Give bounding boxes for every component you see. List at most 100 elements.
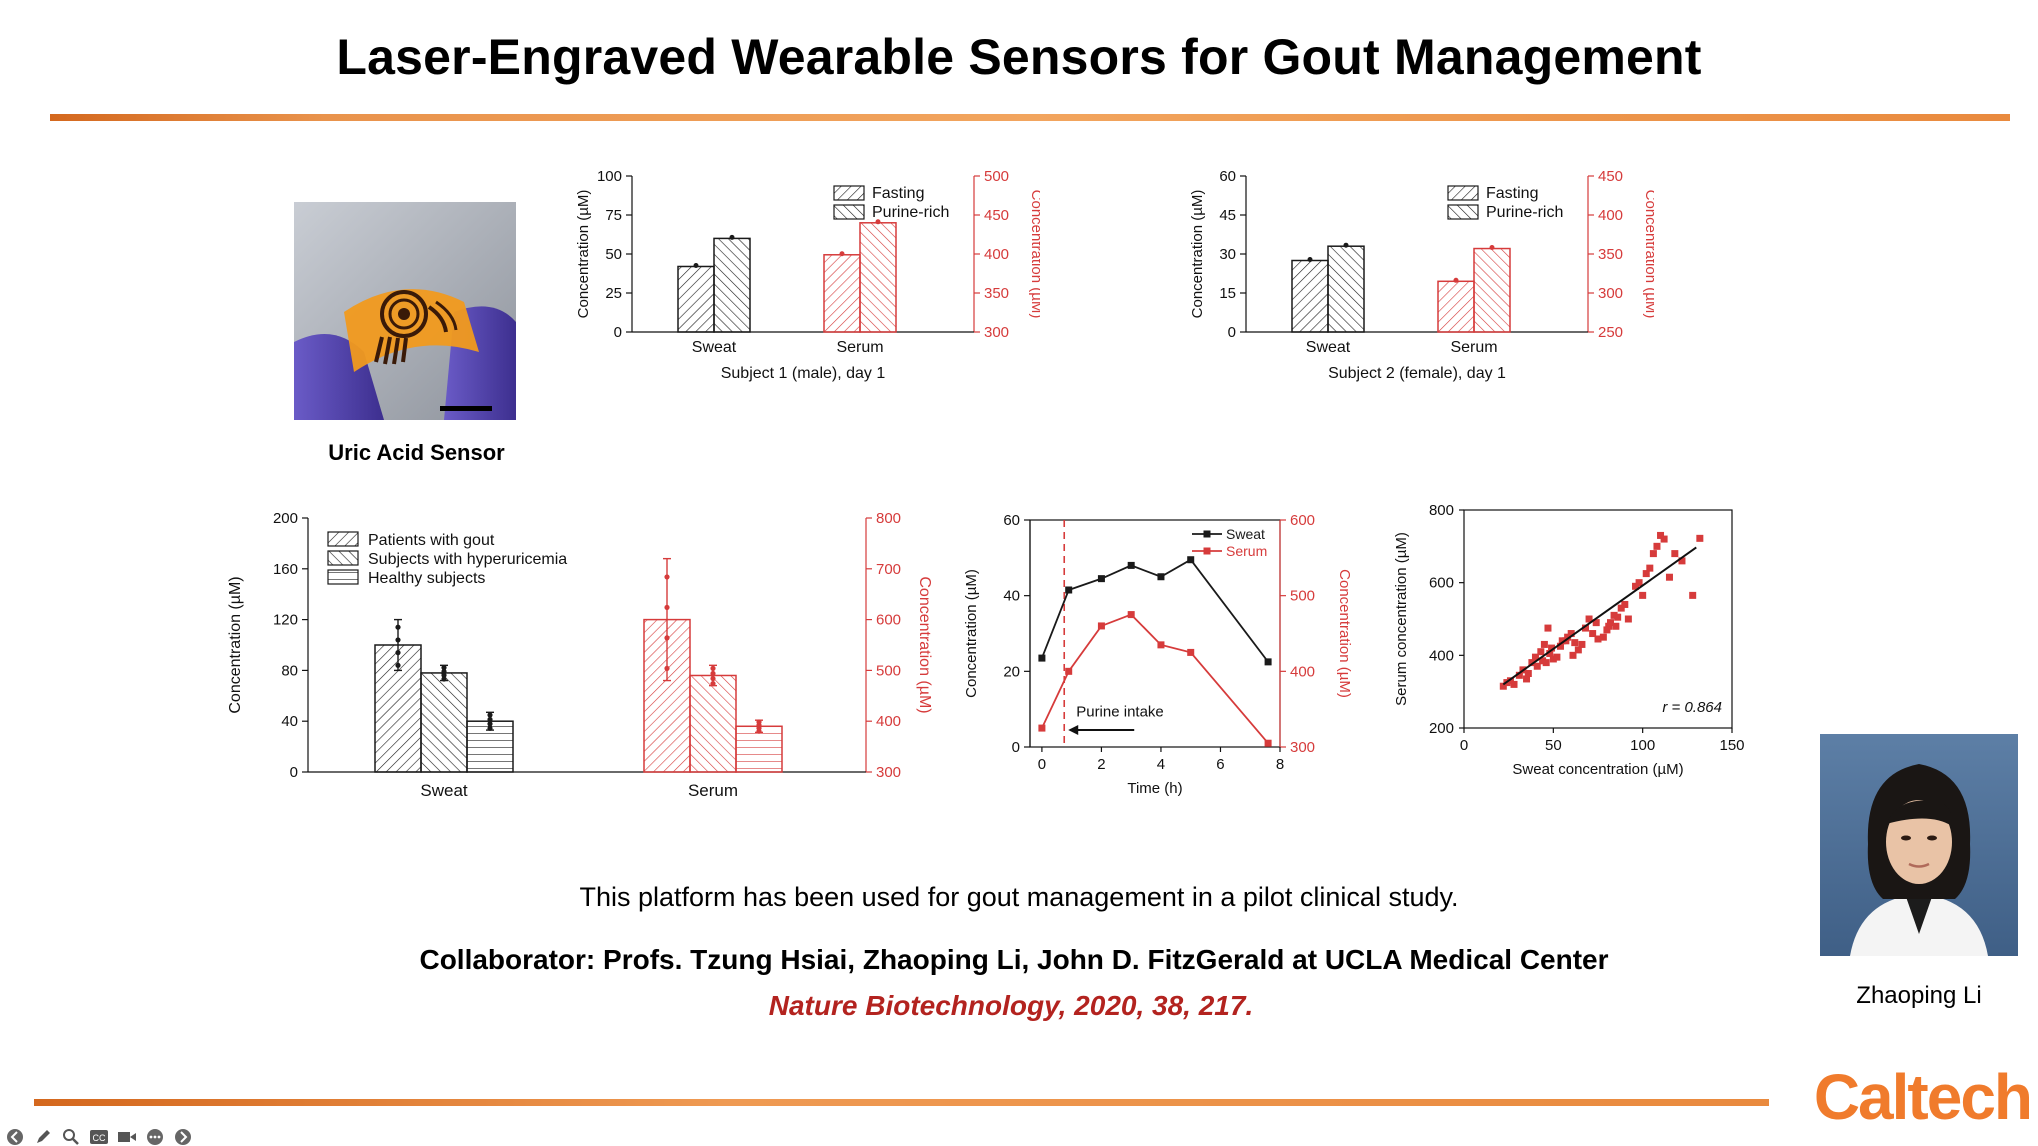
bar-purine-rich-sweat xyxy=(1327,245,1365,333)
scatter-point xyxy=(1632,582,1640,590)
scatter-point xyxy=(1696,534,1704,542)
y-axis-right-label: Concentration (µM) xyxy=(1028,190,1040,319)
scatter-point xyxy=(1610,611,1618,619)
chart-subject-2-svg: 0 15 30 45 60 250 300 350 400 450 Concentration (µ… xyxy=(1189,168,1654,382)
x-axis-label: Subject 2 (female), day 1 xyxy=(1328,365,1506,382)
series-point xyxy=(1065,586,1073,594)
scatter-point xyxy=(1569,651,1577,659)
x-tick-label: 150 xyxy=(1719,737,1744,754)
left-y-tick-label: 45 xyxy=(1219,207,1236,224)
legend-label: Purine-rich xyxy=(1486,204,1563,221)
right-y-tick-label: 450 xyxy=(1598,168,1623,185)
series-point xyxy=(1187,556,1195,564)
data-point xyxy=(664,635,670,641)
data-point xyxy=(441,668,447,675)
scatter-point xyxy=(1499,682,1507,690)
data-point xyxy=(487,712,493,718)
left-y-tick-label: 120 xyxy=(273,612,298,629)
series-point xyxy=(1127,561,1135,569)
chart-patient-groups: 0 40 80 120 160 200 300 400 500 600 700 800 Concentr… xyxy=(220,502,940,822)
chart-time-course: 0 20 40 60 300 400 500 600 0 2 4 6 8 Time (h) Concentr… xyxy=(950,502,1370,822)
series-line-sweat xyxy=(1041,558,1269,663)
annotation-label: Purine intake xyxy=(1076,704,1164,721)
left-y-tick-label: 0 xyxy=(1012,739,1020,756)
bar-fasting-sweat xyxy=(677,265,715,333)
legend-swatch xyxy=(1447,204,1479,220)
left-y-tick-label: 0 xyxy=(290,764,298,781)
right-y-tick-label: 800 xyxy=(876,510,901,527)
y-axis-label: Concentration (µM) xyxy=(1189,190,1206,319)
scatter-point xyxy=(1592,619,1600,627)
fit-line xyxy=(1502,546,1697,686)
right-y-tick-label: 500 xyxy=(1290,588,1315,605)
scatter-point xyxy=(1578,640,1586,648)
forward-arrow-icon[interactable] xyxy=(172,1128,194,1146)
right-y-tick-label: 400 xyxy=(1598,207,1623,224)
magnifier-icon[interactable] xyxy=(60,1128,82,1146)
captions-icon[interactable]: CC xyxy=(88,1128,110,1146)
right-y-tick-label: 400 xyxy=(1290,663,1315,680)
right-y-tick-label: 600 xyxy=(876,612,901,629)
series-point xyxy=(1157,641,1165,649)
camera-icon[interactable] xyxy=(116,1128,138,1146)
right-y-tick-label: 350 xyxy=(984,285,1009,302)
scatter-point xyxy=(1665,573,1673,581)
x-tick-label: 50 xyxy=(1545,737,1562,754)
legend-swatch xyxy=(1447,185,1479,201)
x-tick-label-serum: Serum xyxy=(836,339,883,356)
left-y-tick-label: 50 xyxy=(605,246,622,263)
series-point xyxy=(1097,575,1105,583)
y-axis-label: Concentration (µM) xyxy=(227,576,244,713)
presentation-toolbar: CC xyxy=(4,1128,194,1146)
x-tick-label: 0 xyxy=(1460,737,1468,754)
x-tick-label: 100 xyxy=(1630,737,1655,754)
data-point xyxy=(1343,242,1349,248)
legend-label: Sweat xyxy=(1226,526,1265,542)
pen-icon[interactable] xyxy=(32,1128,54,1146)
scatter-point xyxy=(1510,680,1518,688)
data-point xyxy=(729,234,735,240)
scatter-point xyxy=(1653,542,1661,550)
y-axis-right-label: Concentration (µM) xyxy=(916,576,933,713)
annotation-arrow-head xyxy=(1068,724,1079,735)
legend-label: Subjects with hyperuricemia xyxy=(368,551,567,568)
scatter-point xyxy=(1553,653,1561,661)
portrait-name: Zhaoping Li xyxy=(1856,982,1982,1009)
scatter-point xyxy=(1603,626,1611,634)
bar-subjects-with-hyperuricemia-serum xyxy=(689,674,737,773)
right-y-tick-label: 700 xyxy=(876,561,901,578)
scatter-point xyxy=(1678,557,1686,565)
bar-fasting-sweat xyxy=(1291,259,1329,333)
chart-subject-1: 0 25 50 75 100 300 350 400 450 500 Concentration (… xyxy=(570,160,1040,505)
right-y-tick-label: 350 xyxy=(1598,246,1623,263)
series-point xyxy=(1127,611,1135,619)
scatter-point xyxy=(1515,671,1523,679)
scatter-point xyxy=(1612,622,1620,630)
left-y-tick-label: 100 xyxy=(597,168,622,185)
scatter-point xyxy=(1549,655,1557,663)
legend-label: Fasting xyxy=(1486,185,1538,202)
data-point xyxy=(710,681,716,687)
series-point xyxy=(1157,573,1165,581)
right-y-tick-label: 600 xyxy=(1290,512,1315,529)
scatter-point xyxy=(1646,564,1654,572)
series-point xyxy=(1187,648,1195,656)
caltech-logo: Caltech xyxy=(1813,1061,2033,1133)
left-y-tick-label: 80 xyxy=(281,662,298,679)
right-y-tick-label: 400 xyxy=(876,713,901,730)
scatter-point xyxy=(1639,591,1647,599)
left-y-tick-label: 75 xyxy=(605,207,622,224)
scatter-point xyxy=(1524,670,1532,677)
y-tick-label: 600 xyxy=(1429,575,1454,592)
data-point xyxy=(441,665,447,671)
chart-correlation: 200 400 600 800 0 50 100 150 Sweat concentration… xyxy=(1384,502,1764,822)
scatter-point xyxy=(1567,630,1575,638)
x-tick-label: 2 xyxy=(1097,756,1105,773)
y-axis-right-label: Concentration (µM) xyxy=(1642,190,1654,319)
back-arrow-icon[interactable] xyxy=(4,1128,26,1146)
x-tick-label-sweat: Sweat xyxy=(692,339,737,356)
left-y-tick-label: 0 xyxy=(1228,324,1236,341)
left-y-tick-label: 40 xyxy=(1003,588,1020,605)
more-icon[interactable] xyxy=(144,1128,166,1146)
bottom-divider xyxy=(34,1099,1769,1106)
